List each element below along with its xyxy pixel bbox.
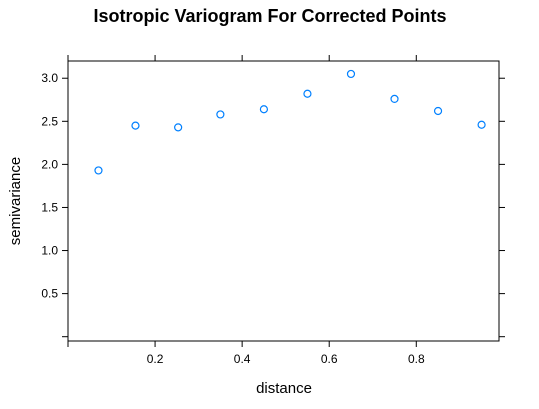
x-axis-ticks: 0.2 0.4 0.6 0.8 [67,55,425,366]
x-tick-label: 0.2 [147,352,164,366]
y-tick-label: 1.0 [41,244,58,258]
x-tick-label: 0.4 [234,352,251,366]
data-point [131,121,140,130]
data-point [216,110,225,119]
data-point [477,120,486,129]
x-tick-label: 0.6 [321,352,338,366]
data-point [303,89,312,98]
plot-frame [67,60,500,342]
data-points [94,69,486,175]
y-tick-label: 3.0 [41,71,58,85]
data-point [259,105,269,114]
data-point [94,166,103,175]
y-tick-label: 2.5 [41,114,58,128]
y-tick-label: 0.5 [41,287,58,301]
data-point [174,123,183,132]
x-axis-label: distance [256,380,312,397]
y-axis-ticks: 0.5 1.0 1.5 2.0 2.5 3.0 [41,71,505,338]
data-point [346,69,356,79]
data-point [390,94,399,104]
data-point [433,106,443,116]
x-tick-label: 0.8 [408,352,425,366]
y-tick-label: 1.5 [41,200,58,214]
chart-title: Isotropic Variogram For Corrected Points [93,6,446,26]
y-axis-label: semivariance [7,157,24,245]
y-tick-label: 2.0 [41,157,58,171]
